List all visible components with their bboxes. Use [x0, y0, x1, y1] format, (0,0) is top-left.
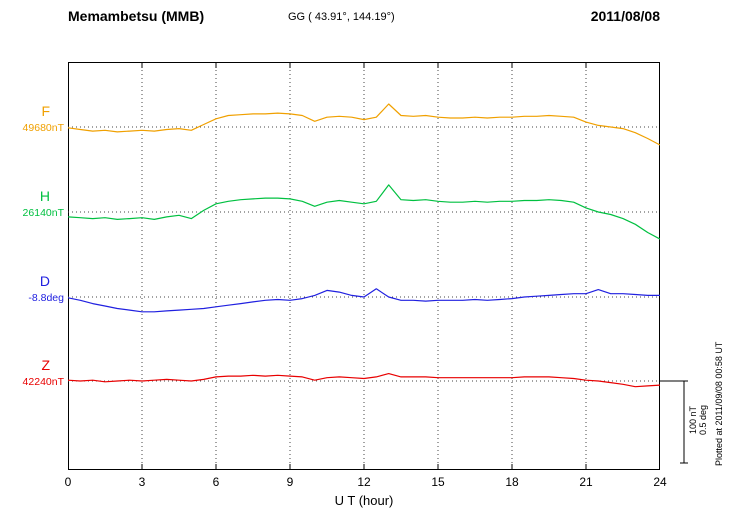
x-tick-label-18: 18	[505, 475, 519, 489]
x-axis-title: U T (hour)	[334, 493, 394, 508]
scale-bar	[660, 380, 688, 464]
x-tick-label-0: 0	[64, 475, 72, 489]
scale-label-nt: 100 nT	[688, 405, 698, 435]
trace-f	[68, 103, 660, 146]
trace-h	[68, 184, 660, 240]
x-tick-label-6: 6	[212, 475, 220, 489]
channel-baseline-z: 42240nT	[22, 376, 64, 388]
channel-baseline-f: 49680nT	[22, 122, 64, 134]
trace-z	[68, 373, 660, 388]
x-tick-label-15: 15	[431, 475, 445, 489]
x-tick-label-9: 9	[286, 475, 294, 489]
channel-label-d: D	[39, 273, 50, 289]
channel-label-f: F	[41, 103, 50, 119]
channel-label-h: H	[39, 188, 50, 204]
x-tick-label-24: 24	[653, 475, 667, 489]
plot-svg	[68, 62, 660, 470]
channel-baseline-d: -8.8deg	[28, 292, 64, 304]
scale-label-deg: 0.5 deg	[698, 404, 708, 436]
plot-date: 2011/08/08	[590, 8, 660, 24]
station-title: Memambetsu (MMB)	[68, 8, 205, 24]
channel-label-z: Z	[41, 357, 50, 373]
channel-baseline-h: 26140nT	[22, 207, 64, 219]
x-tick-label-21: 21	[579, 475, 593, 489]
plotted-at-note: Plotted at 2011/09/08 00:58 UT	[714, 341, 724, 466]
trace-d	[68, 288, 660, 313]
x-tick-label-12: 12	[357, 475, 371, 489]
station-coordinates: GG ( 43.91°, 144.19°)	[288, 11, 395, 23]
scale-bar-labels: 100 nT 0.5 deg	[688, 378, 708, 462]
x-tick-label-3: 3	[138, 475, 146, 489]
